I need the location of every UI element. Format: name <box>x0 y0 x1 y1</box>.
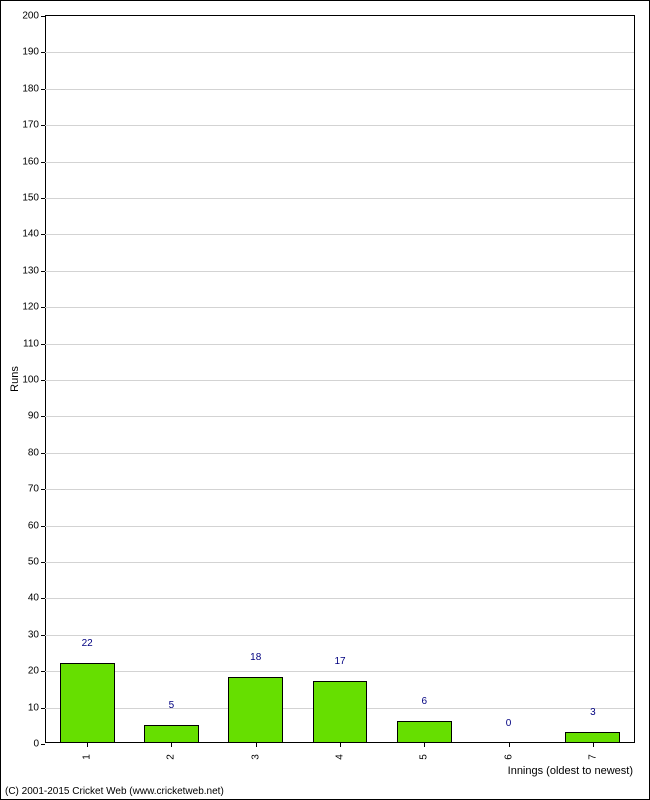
ytick-mark <box>41 489 45 490</box>
gridline <box>45 271 634 272</box>
xtick-label: 5 <box>419 754 430 760</box>
bar-value-label: 22 <box>82 638 93 649</box>
ytick-mark <box>41 708 45 709</box>
ytick-mark <box>41 162 45 163</box>
ytick-mark <box>41 344 45 345</box>
ytick-label: 20 <box>28 666 39 677</box>
ytick-label: 130 <box>22 265 39 276</box>
ytick-mark <box>41 52 45 53</box>
gridline <box>45 52 634 53</box>
ytick-mark <box>41 526 45 527</box>
ytick-label: 140 <box>22 229 39 240</box>
ytick-label: 40 <box>28 593 39 604</box>
gridline <box>45 162 634 163</box>
xtick-label: 4 <box>335 754 346 760</box>
gridline <box>45 562 634 563</box>
xtick-label: 7 <box>587 754 598 760</box>
ytick-label: 10 <box>28 702 39 713</box>
bar-value-label: 3 <box>590 707 596 718</box>
ytick-label: 80 <box>28 447 39 458</box>
xtick-label: 3 <box>250 754 261 760</box>
xtick-label: 6 <box>503 754 514 760</box>
gridline <box>45 453 634 454</box>
bar-value-label: 18 <box>250 652 261 663</box>
chart-frame: Runs 01020304050607080901001101201301401… <box>0 0 650 800</box>
ytick-label: 0 <box>33 739 39 750</box>
copyright-text: (C) 2001-2015 Cricket Web (www.cricketwe… <box>5 786 224 797</box>
gridline <box>45 89 634 90</box>
bar <box>397 721 452 743</box>
ytick-label: 90 <box>28 411 39 422</box>
gridline <box>45 526 634 527</box>
ytick-mark <box>41 635 45 636</box>
ytick-label: 150 <box>22 193 39 204</box>
ytick-mark <box>41 744 45 745</box>
x-axis-label: Innings (oldest to newest) <box>508 765 633 777</box>
ytick-label: 110 <box>23 338 39 349</box>
ytick-label: 160 <box>22 156 39 167</box>
bar <box>60 663 115 743</box>
ytick-mark <box>41 453 45 454</box>
ytick-label: 50 <box>28 557 39 568</box>
ytick-mark <box>41 125 45 126</box>
plot-area: 0102030405060708090100110120130140150160… <box>45 15 635 743</box>
gridline <box>45 598 634 599</box>
ytick-label: 100 <box>22 375 39 386</box>
ytick-mark <box>41 198 45 199</box>
gridline <box>45 489 634 490</box>
bar <box>144 725 199 743</box>
ytick-label: 120 <box>22 302 39 313</box>
ytick-label: 180 <box>22 83 39 94</box>
xtick-mark <box>593 743 594 747</box>
gridline <box>45 344 634 345</box>
gridline <box>45 198 634 199</box>
xtick-mark <box>171 743 172 747</box>
xtick-mark <box>509 743 510 747</box>
xtick-mark <box>87 743 88 747</box>
ytick-mark <box>41 234 45 235</box>
ytick-label: 60 <box>28 520 39 531</box>
gridline <box>45 416 634 417</box>
gridline <box>45 380 634 381</box>
gridline <box>45 125 634 126</box>
bar-value-label: 0 <box>506 718 512 729</box>
bar <box>228 677 283 743</box>
gridline <box>45 234 634 235</box>
xtick-label: 1 <box>82 754 93 760</box>
ytick-label: 170 <box>22 120 39 131</box>
ytick-mark <box>41 671 45 672</box>
ytick-mark <box>41 380 45 381</box>
xtick-label: 2 <box>166 754 177 760</box>
ytick-label: 190 <box>22 47 39 58</box>
xtick-mark <box>340 743 341 747</box>
bar-value-label: 6 <box>422 696 428 707</box>
ytick-mark <box>41 562 45 563</box>
bar <box>565 732 620 743</box>
ytick-mark <box>41 16 45 17</box>
gridline <box>45 635 634 636</box>
xtick-mark <box>256 743 257 747</box>
ytick-label: 30 <box>28 629 39 640</box>
bar-value-label: 5 <box>169 700 175 711</box>
gridline <box>45 671 634 672</box>
ytick-mark <box>41 307 45 308</box>
ytick-mark <box>41 89 45 90</box>
bar <box>313 681 368 743</box>
ytick-mark <box>41 271 45 272</box>
ytick-mark <box>41 416 45 417</box>
ytick-label: 200 <box>22 11 39 22</box>
gridline <box>45 307 634 308</box>
ytick-label: 70 <box>28 484 39 495</box>
xtick-mark <box>424 743 425 747</box>
bar-value-label: 17 <box>334 656 345 667</box>
y-axis-label: Runs <box>9 366 21 392</box>
ytick-mark <box>41 598 45 599</box>
